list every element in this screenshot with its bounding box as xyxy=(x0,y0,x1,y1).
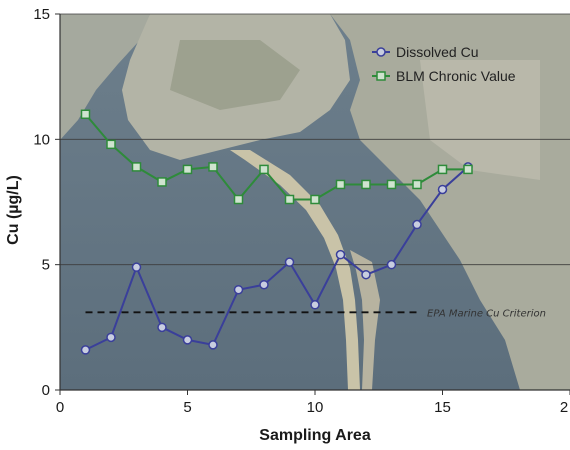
data-point xyxy=(106,139,116,150)
series-1 xyxy=(80,109,473,205)
epa-criterion-label: EPA Marine Cu Criterion xyxy=(427,308,546,319)
legend-label: Dissolved Cu xyxy=(396,44,478,60)
series-layer xyxy=(80,109,473,355)
data-point xyxy=(182,335,193,345)
y-axis-title: Cu (µg/L) xyxy=(5,175,22,245)
data-point xyxy=(361,269,371,280)
x-tick-label: 10 xyxy=(307,399,324,416)
data-point xyxy=(284,257,295,267)
data-point xyxy=(259,279,269,290)
x-axis-title: Sampling Area xyxy=(259,427,371,444)
data-point xyxy=(437,164,448,175)
legend-marker xyxy=(376,47,386,57)
y-tick-label: 5 xyxy=(42,257,50,274)
data-point xyxy=(386,179,397,190)
legend: Dissolved Cu BLM Chronic Value xyxy=(372,44,516,84)
data-point xyxy=(80,345,91,355)
data-point xyxy=(157,322,167,333)
series-line xyxy=(85,166,469,351)
x-tick-label: 0 xyxy=(56,399,64,416)
data-point xyxy=(386,259,397,270)
gridlines xyxy=(60,13,570,266)
y-tick-label: 10 xyxy=(33,131,50,148)
series-line xyxy=(84,113,468,202)
data-point xyxy=(463,164,473,175)
data-point xyxy=(131,262,142,272)
x-tick-label: 5 xyxy=(183,399,191,416)
data-point xyxy=(182,164,193,175)
data-point xyxy=(106,332,116,343)
data-point xyxy=(208,340,218,350)
data-point xyxy=(208,162,218,172)
y-tick-label: 15 xyxy=(33,6,50,23)
data-point xyxy=(310,194,320,205)
data-point xyxy=(310,300,320,310)
legend-label: BLM Chronic Value xyxy=(396,68,516,84)
data-point xyxy=(412,179,422,190)
y-ticks: 0 5 10 15 xyxy=(33,6,60,399)
legend-marker xyxy=(376,71,386,81)
data-point xyxy=(131,162,142,172)
data-point xyxy=(412,219,422,230)
data-point xyxy=(157,177,167,187)
data-point xyxy=(233,194,244,205)
x-tick-label: 15 xyxy=(434,399,451,416)
x-tick-label: 2 xyxy=(560,399,568,416)
data-point xyxy=(80,109,91,120)
data-point xyxy=(335,249,346,260)
y-tick-label: 0 xyxy=(42,382,50,399)
x-ticks: 0 5 10 15 2 xyxy=(56,390,570,416)
annotations: EPA Marine Cu Criterion xyxy=(85,308,546,319)
data-point xyxy=(284,194,295,205)
data-point xyxy=(437,184,448,195)
data-point xyxy=(233,284,244,295)
data-point xyxy=(361,179,371,190)
data-point xyxy=(259,164,269,175)
data-point xyxy=(335,179,346,190)
